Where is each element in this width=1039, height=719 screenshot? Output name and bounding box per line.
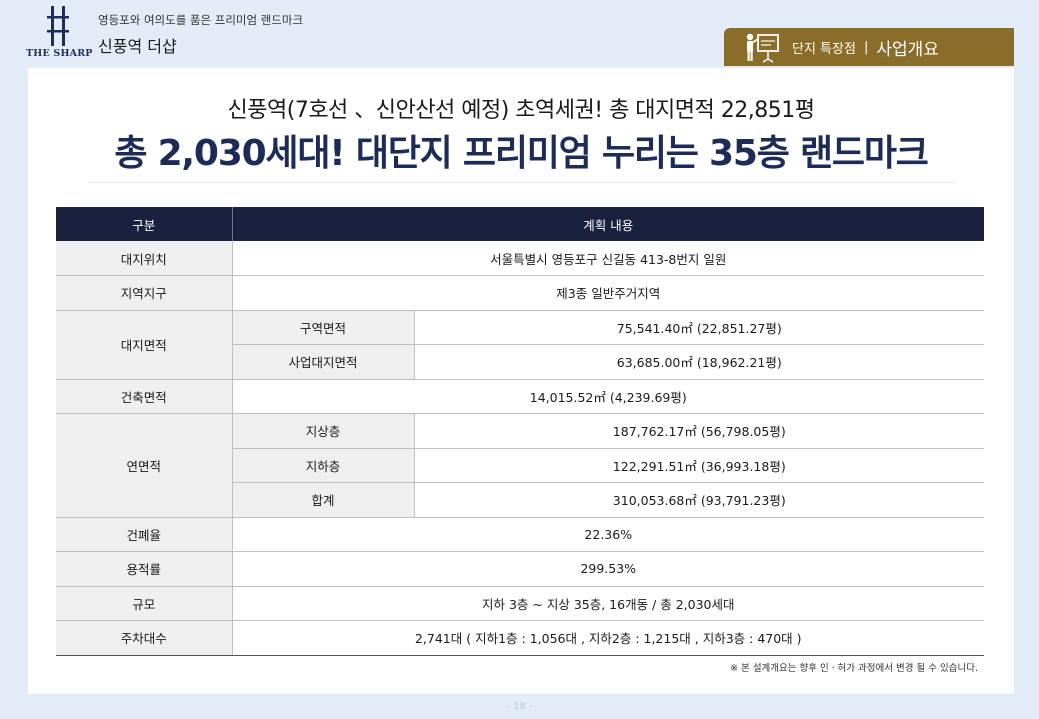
section-separator: | <box>863 39 869 55</box>
section-tab: 단지 특장점 | 사업개요 <box>724 28 1014 66</box>
table-row: 건폐율 22.36% <box>56 517 985 552</box>
sub-value-project-site-area: 63,685.00㎡ (18,962.21평) <box>414 344 985 380</box>
table-row: 합계 310,053.68㎡ (93,791.23평) <box>56 482 985 518</box>
table-row: 사업대지면적 63,685.00㎡ (18,962.21평) <box>56 344 985 380</box>
section-sub-label: 단지 특장점 <box>792 41 856 57</box>
table-row: 지역지구 제3종 일반주거지역 <box>56 275 985 311</box>
logo-text: THE SHARP <box>26 48 93 59</box>
table-row: 대지위치 서울특별시 영등포구 신길동 413-8번지 일원 <box>56 241 985 276</box>
header-subtitle: 영등포와 여의도를 품은 프리미엄 랜드마크 <box>98 13 304 27</box>
sub-value-underground: 122,291.51㎡ (36,993.18평) <box>414 448 985 483</box>
logo: THE SHARP <box>26 6 93 62</box>
section-main-label: 사업개요 <box>876 39 939 60</box>
table-row: 대지면적 구역면적 75,541.40㎡ (22,851.27평) <box>56 310 985 380</box>
sub-value-total: 310,053.68㎡ (93,791.23평) <box>414 482 985 518</box>
row-label-floor-area: 연면적 <box>56 413 233 518</box>
row-label-scale: 규모 <box>56 586 233 621</box>
row-value-parking: 2,741대 ( 지하1층 : 1,056대 , 지하2층 : 1,215대 ,… <box>232 620 985 656</box>
table-row: 건축면적 14,015.52㎡ (4,239.69평) <box>56 379 985 414</box>
sub-label-project-site-area: 사업대지면적 <box>232 344 415 380</box>
row-value-zoning: 제3종 일반주거지역 <box>232 275 985 311</box>
header: THE SHARP 영등포와 여의도를 품은 프리미엄 랜드마크 신풍역 더샵 … <box>0 0 1039 68</box>
logo-mark-icon <box>47 6 69 46</box>
column-header-category: 구분 <box>56 207 232 241</box>
row-value-scale: 지하 3층 ~ 지상 35층, 16개동 / 총 2,030세대 <box>232 586 985 621</box>
column-header-plan: 계획 내용 <box>231 207 985 241</box>
table-header-row: 구분 계획 내용 <box>56 207 985 241</box>
sub-value-above-ground: 187,762.17㎡ (56,798.05평) <box>414 413 985 449</box>
table-row: 주차대수 2,741대 ( 지하1층 : 1,056대 , 지하2층 : 1,2… <box>56 620 985 656</box>
sub-value-zone-area: 75,541.40㎡ (22,851.27평) <box>414 310 985 345</box>
headline-divider <box>88 182 954 183</box>
page-number: - 18 - <box>506 701 533 712</box>
table-row: 용적률 299.53% <box>56 551 985 587</box>
row-label-far: 용적률 <box>56 551 233 587</box>
presenter-board-icon <box>746 33 779 63</box>
row-value-coverage: 22.36% <box>232 517 985 552</box>
sub-label-underground: 지하층 <box>232 448 415 483</box>
headline-line-1: 신풍역(7호선 、신안산선 예정) 초역세권! 총 대지면적 22,851평 <box>227 98 815 123</box>
row-label-parking: 주차대수 <box>56 620 233 656</box>
row-value-far: 299.53% <box>232 551 985 587</box>
table-row: 연면적 지상층 187,762.17㎡ (56,798.05평) <box>56 413 985 518</box>
headline-line-2: 총 2,030세대! 대단지 프리미엄 누리는 35층 랜드마크 <box>114 133 929 174</box>
row-label-site-area: 대지면적 <box>56 310 233 380</box>
table-row: 지하층 122,291.51㎡ (36,993.18평) <box>56 448 985 483</box>
row-value-building-area: 14,015.52㎡ (4,239.69평) <box>232 379 985 414</box>
content-panel: 신풍역(7호선 、신안산선 예정) 초역세권! 총 대지면적 22,851평 총… <box>28 68 1014 694</box>
sub-label-above-ground: 지상층 <box>232 413 415 449</box>
footnote: ※ 본 설계개요는 향후 인ㆍ허가 과정에서 변경 될 수 있습니다. <box>730 663 978 674</box>
project-overview-table: 구분 계획 내용 대지위치 서울특별시 영등포구 신길동 413-8번지 일원 … <box>56 207 985 656</box>
row-label-coverage: 건폐율 <box>56 517 233 552</box>
table-row: 규모 지하 3층 ~ 지상 35층, 16개동 / 총 2,030세대 <box>56 586 985 621</box>
row-label-zoning: 지역지구 <box>56 275 233 311</box>
sub-label-total: 합계 <box>232 482 415 518</box>
row-label-building-area: 건축면적 <box>56 379 233 414</box>
project-name: 신풍역 더샵 <box>98 37 177 56</box>
row-value-location: 서울특별시 영등포구 신길동 413-8번지 일원 <box>232 241 985 276</box>
row-label-location: 대지위치 <box>56 241 233 276</box>
sub-label-zone-area: 구역면적 <box>232 310 415 345</box>
